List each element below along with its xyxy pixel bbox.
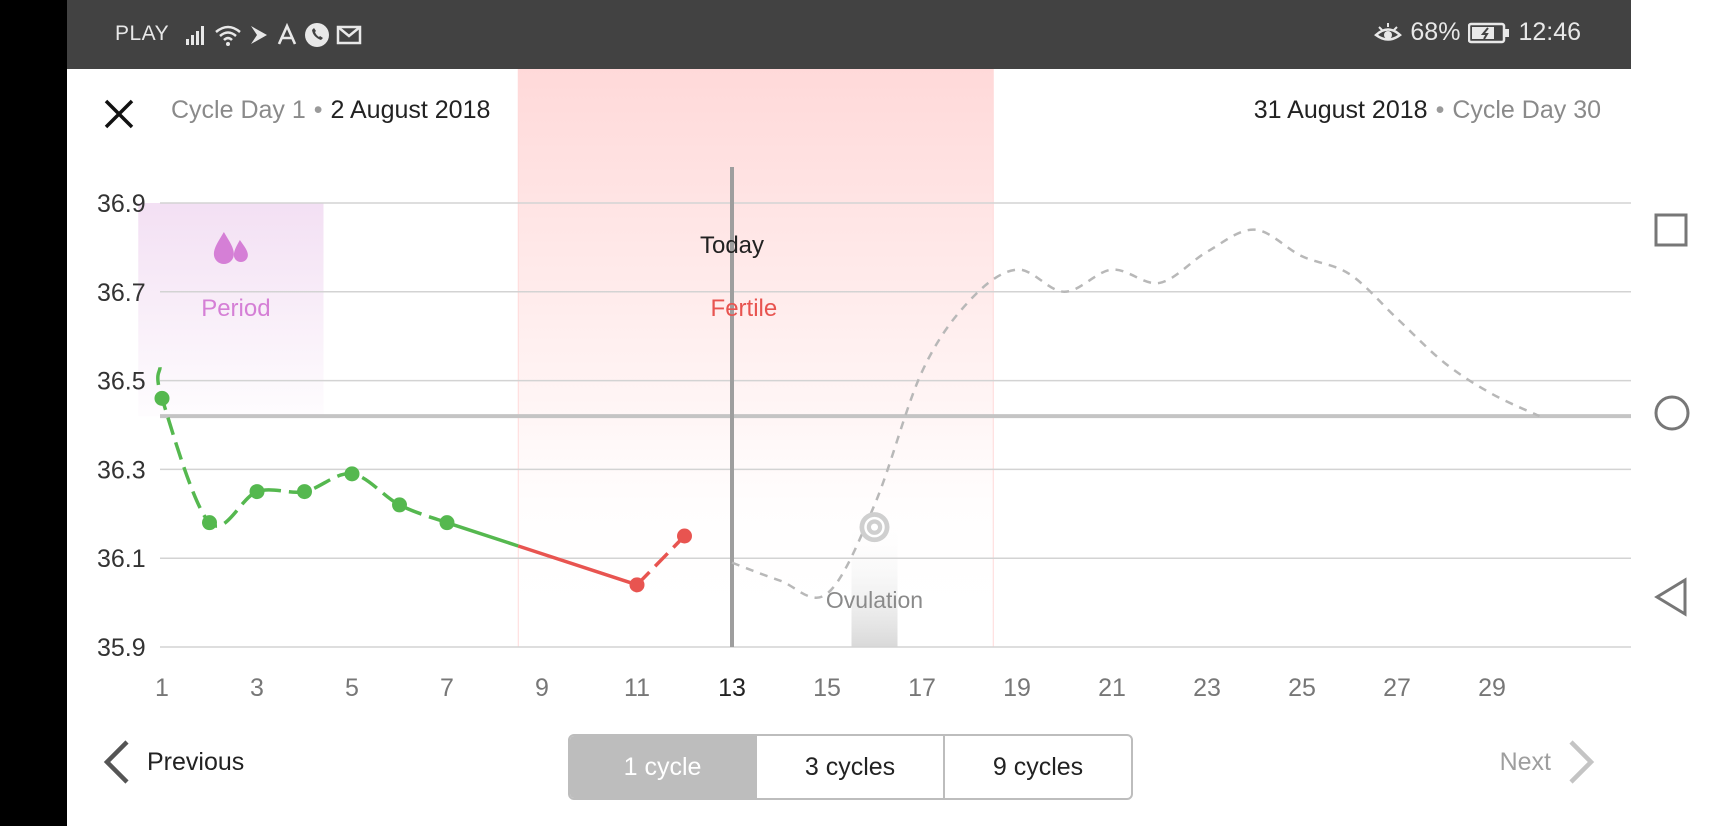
y-tick-label: 35.9 <box>97 634 146 662</box>
clock: 12:46 <box>1518 18 1581 46</box>
cycle-range-selector: 1 cycle 3 cycles 9 cycles <box>568 734 1133 800</box>
play-store-icon <box>251 26 267 44</box>
wifi-icon <box>215 25 241 46</box>
android-nav-bar <box>1631 0 1720 826</box>
home-circle-icon[interactable] <box>1653 394 1691 432</box>
phone-icon <box>305 23 329 47</box>
temperature-chart[interactable]: Period Fertile Today Ovulation 36.9 36.7 36.5… <box>67 69 1631 709</box>
y-tick-label: 36.9 <box>97 190 146 218</box>
period-label: Period <box>201 295 270 322</box>
x-tick-label: 11 <box>624 674 650 702</box>
x-tick-label: 13 <box>718 674 746 702</box>
ovulation-marker-dot <box>871 523 878 531</box>
x-tick-label: 3 <box>250 674 264 702</box>
status-right: 68% 12:46 <box>1374 18 1581 47</box>
temperature-point[interactable] <box>392 497 407 513</box>
y-tick-label: 36.7 <box>97 279 146 307</box>
temperature-line-early <box>156 367 448 528</box>
signal-icon <box>186 26 204 45</box>
temperature-point[interactable] <box>344 466 360 482</box>
y-tick-label: 36.5 <box>97 368 146 396</box>
app-screen: PLAY 68% 12:46 Cycle Day 1 • 2 August 2018… <box>67 0 1631 826</box>
end-cycle-day: Cycle Day 30 <box>1452 96 1601 124</box>
y-tick-label: 36.3 <box>97 456 146 484</box>
battery-icon <box>1468 22 1510 43</box>
battery-percent: 68% <box>1410 18 1461 46</box>
temperature-point[interactable] <box>249 484 265 500</box>
x-tick-label: 17 <box>908 674 936 702</box>
chevron-left-icon <box>103 740 129 784</box>
previous-button[interactable]: Previous <box>101 738 244 786</box>
temperature-point[interactable] <box>297 484 312 500</box>
temperature-point[interactable] <box>154 390 170 406</box>
y-tick-label: 36.1 <box>97 545 146 573</box>
close-icon[interactable] <box>101 96 137 132</box>
period-drops-icon <box>213 232 248 264</box>
temperature-point[interactable] <box>202 515 217 531</box>
next-label: Next <box>1499 747 1551 776</box>
temperature-point[interactable] <box>677 528 692 544</box>
mail-icon <box>336 25 362 45</box>
fertile-region <box>518 69 994 647</box>
x-tick-label: 23 <box>1193 674 1221 702</box>
temperature-point[interactable] <box>629 577 645 593</box>
status-icons <box>184 20 362 50</box>
font-a-icon <box>277 23 297 45</box>
start-cycle-day: Cycle Day 1 <box>171 96 306 124</box>
x-tick-label: 21 <box>1098 674 1126 702</box>
recents-square-icon[interactable] <box>1653 212 1689 248</box>
eye-comfort-icon <box>1374 22 1403 41</box>
drop-small <box>233 240 248 262</box>
x-tick-label: 27 <box>1383 674 1411 702</box>
carrier-name: PLAY <box>115 22 170 45</box>
range-3-cycles[interactable]: 3 cycles <box>755 736 943 798</box>
today-label: Today <box>700 232 764 259</box>
drop-large <box>213 232 234 264</box>
x-tick-label: 19 <box>1003 674 1031 702</box>
status-bar: PLAY 68% 12:46 <box>67 0 1631 69</box>
x-tick-label: 7 <box>440 674 454 702</box>
ovulation-marker-ring <box>864 516 885 538</box>
temperature-line-fertile <box>517 544 638 587</box>
back-triangle-icon[interactable] <box>1653 577 1689 617</box>
fertile-label: Fertile <box>711 295 778 322</box>
end-date: 31 August 2018 <box>1253 96 1428 124</box>
range-9-cycles[interactable]: 9 cycles <box>943 736 1131 798</box>
x-tick-label: 25 <box>1288 674 1316 702</box>
range-1-cycle[interactable]: 1 cycle <box>570 736 755 798</box>
chevron-right-icon <box>1569 740 1595 784</box>
start-date: 2 August 2018 <box>330 96 491 124</box>
cycle-start-header: Cycle Day 1 • 2 August 2018 <box>171 96 491 124</box>
temperature-point[interactable] <box>439 515 455 531</box>
x-tick-label: 9 <box>535 674 549 702</box>
x-tick-label: 29 <box>1478 674 1506 702</box>
temperature-line-gap <box>446 521 519 548</box>
previous-label: Previous <box>147 747 245 776</box>
next-button[interactable]: Next <box>1500 738 1597 786</box>
x-tick-label: 5 <box>345 674 359 702</box>
x-tick-label: 1 <box>155 674 169 702</box>
x-tick-label: 15 <box>813 674 841 702</box>
cycle-end-header: 31 August 2018 • Cycle Day 30 <box>1253 96 1601 124</box>
ovulation-label: Ovulation <box>826 587 923 613</box>
